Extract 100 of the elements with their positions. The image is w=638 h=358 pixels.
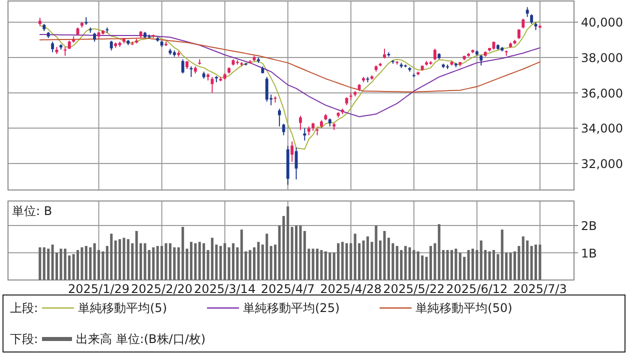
bar (538, 244, 542, 280)
bar (76, 250, 80, 280)
bar (290, 226, 294, 280)
bar (232, 243, 234, 280)
bar (42, 247, 46, 280)
x-tick-label: 2025/4/7 (260, 282, 315, 296)
candlestick (290, 140, 294, 162)
bar (278, 226, 281, 280)
bar (320, 250, 323, 280)
bar (198, 242, 201, 280)
bar (60, 248, 62, 280)
y-tick-label: 1B (581, 246, 597, 260)
bar (240, 230, 243, 280)
bar (396, 246, 398, 280)
bar (530, 246, 533, 280)
x-tick-label: 2025/4/28 (320, 282, 382, 296)
bar (299, 226, 302, 280)
bar (350, 243, 352, 280)
bar (93, 243, 96, 280)
bar (194, 243, 197, 280)
candlestick (64, 46, 67, 56)
bar (324, 251, 327, 280)
candlestick (282, 123, 286, 136)
bar (38, 247, 42, 280)
bar (492, 250, 496, 280)
bar (366, 236, 369, 280)
bar (345, 243, 348, 280)
candlestick (181, 58, 184, 74)
x-tick-label: 2025/6/12 (446, 282, 508, 296)
bar (463, 256, 466, 280)
x-tick-label: 2025/2/20 (131, 282, 193, 296)
bar (496, 254, 500, 280)
candlestick (303, 128, 306, 142)
candlestick (210, 76, 214, 94)
bar (126, 239, 130, 280)
bar (228, 247, 230, 280)
bar (316, 248, 319, 280)
bar (328, 252, 332, 280)
bar (412, 250, 416, 280)
bar (286, 206, 290, 280)
bar (454, 248, 458, 280)
candlestick (530, 14, 534, 24)
legend-label: 単純移動平均(5) (78, 301, 167, 315)
bar (160, 246, 164, 280)
bar (458, 252, 462, 280)
bar (219, 246, 222, 280)
bar (294, 226, 298, 280)
bar (64, 248, 66, 280)
bar (47, 248, 50, 280)
legend-title: 上段: (10, 301, 38, 315)
bar (467, 250, 470, 280)
candlestick (383, 48, 386, 59)
bar (434, 243, 436, 280)
bar (210, 238, 214, 280)
bar (114, 240, 117, 280)
bar (534, 244, 538, 280)
bar (266, 234, 268, 280)
bar (450, 250, 453, 280)
bar (84, 246, 88, 280)
candlestick (480, 54, 483, 66)
bar (257, 242, 260, 280)
legend-title: 下段: (10, 332, 38, 346)
bar (173, 247, 176, 280)
bar (72, 254, 75, 280)
bar (354, 234, 356, 280)
legend-label: 単純移動平均(50) (416, 301, 512, 315)
bar (270, 246, 272, 280)
bar (89, 247, 92, 280)
bar (341, 242, 344, 280)
bar (522, 236, 524, 280)
bar (135, 230, 138, 280)
bar (190, 242, 192, 280)
bar (337, 243, 340, 280)
candlestick (433, 48, 436, 61)
bar (102, 251, 104, 280)
bar (500, 230, 504, 280)
bar (518, 246, 520, 280)
bar (80, 247, 84, 280)
bar (488, 251, 491, 280)
bar (110, 234, 113, 280)
bar (164, 243, 168, 280)
candlestick (110, 40, 113, 51)
x-tick-label: 2025/1/29 (68, 282, 130, 296)
bar (312, 248, 314, 280)
bar (383, 230, 386, 280)
y-tick-label: 40,000 (581, 16, 623, 30)
bar (374, 226, 378, 280)
y-tick-label: 32,000 (581, 157, 623, 172)
bar (480, 240, 482, 280)
annotation: 単位: B (12, 204, 52, 218)
candlestick (265, 76, 268, 102)
x-tick-label: 2025/3/14 (194, 282, 256, 296)
bar (362, 240, 365, 280)
legend-label: 単純移動平均(25) (243, 301, 340, 315)
bar (182, 226, 184, 280)
y-tick-label: 36,000 (581, 86, 623, 100)
candlestick (278, 108, 281, 127)
y-tick-label: 34,000 (581, 122, 623, 136)
y-tick-label: 38,000 (581, 51, 623, 66)
legend-label: 出来高 単位:(B株/口/枚) (76, 332, 206, 346)
